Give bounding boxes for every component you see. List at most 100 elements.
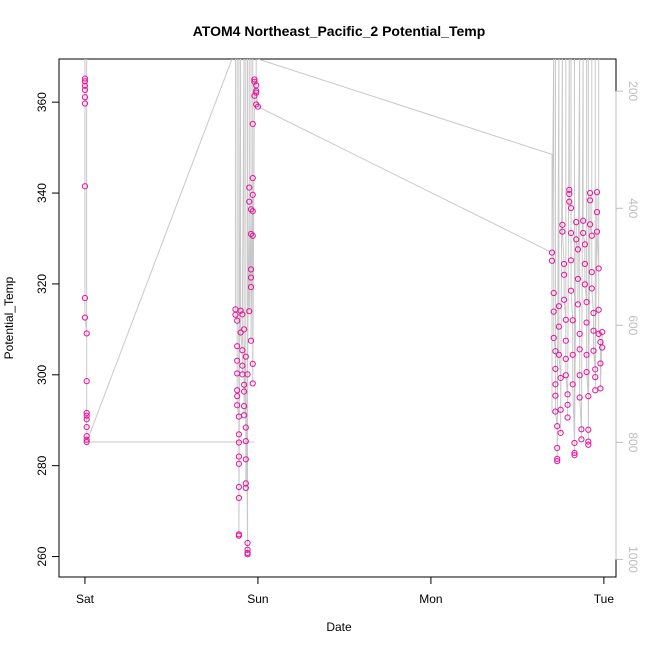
data-point: [564, 391, 571, 398]
data-point: [581, 281, 588, 288]
data-point: [235, 453, 243, 460]
data-point: [81, 94, 89, 101]
data-point: [567, 204, 575, 212]
data-point: [583, 368, 590, 376]
y-axis-label: Potential_Temp: [2, 276, 16, 359]
data-point: [234, 357, 241, 364]
data-point: [583, 298, 590, 306]
data-point: [249, 208, 256, 215]
data-point: [239, 362, 246, 369]
data-point: [564, 401, 571, 408]
data-point: [83, 438, 90, 446]
plot-frame: [58, 58, 617, 578]
data-point: [566, 198, 573, 205]
data-point: [597, 338, 604, 346]
data-point: [247, 274, 255, 281]
data-point: [578, 436, 585, 443]
y-axis: 260 280 300 320 340 360: [35, 92, 60, 567]
data-point: [83, 412, 90, 419]
data-point: [240, 403, 248, 410]
y-tick-label: 280: [35, 455, 49, 475]
data-point: [578, 426, 585, 433]
data-point: [564, 414, 571, 421]
data-point: [234, 402, 241, 409]
data-point: [552, 408, 559, 415]
data-point: [562, 372, 569, 379]
profile-lines: [84, 59, 603, 555]
data-point: [599, 328, 606, 336]
data-point: [232, 311, 239, 318]
profile-connector: [257, 59, 553, 414]
data-point: [567, 229, 575, 237]
data-point: [561, 296, 568, 303]
data-point: [81, 86, 89, 93]
data-point: [235, 460, 243, 467]
data-point: [83, 378, 90, 385]
data-point: [83, 416, 90, 423]
data-point: [234, 387, 241, 394]
data-point: [585, 441, 592, 448]
x-tick-label: Tue: [594, 592, 615, 606]
data-point: [548, 257, 556, 264]
data-point: [235, 483, 243, 491]
data-point: [597, 385, 604, 392]
data-point: [83, 330, 90, 337]
data-point: [554, 423, 561, 430]
data-point: [559, 228, 566, 235]
y2-tick-label: 400: [626, 198, 640, 218]
data-point: [574, 275, 582, 283]
data-point: [249, 191, 256, 198]
data-point: [569, 317, 576, 324]
data-point: [576, 372, 583, 379]
data-point: [239, 311, 246, 318]
data-point: [550, 289, 557, 297]
data-point: [244, 539, 251, 547]
data-point: [81, 75, 89, 82]
data-point: [573, 236, 580, 243]
data-point: [571, 449, 578, 457]
data-point: [573, 219, 580, 226]
data-point: [554, 455, 561, 462]
data-point: [251, 76, 258, 83]
data-point: [83, 423, 90, 431]
data-point: [240, 388, 248, 395]
data-point: [242, 424, 249, 431]
data-point: [583, 319, 590, 326]
data-point: [81, 82, 89, 89]
y2-tick-label: 200: [626, 81, 640, 101]
data-point: [562, 316, 569, 323]
data-point: [552, 392, 559, 399]
data-points: [81, 75, 606, 558]
data-point: [557, 429, 564, 437]
data-point: [249, 120, 256, 128]
data-point: [590, 327, 597, 334]
data-point: [585, 426, 592, 433]
data-point: [240, 381, 248, 388]
data-point: [555, 351, 563, 358]
data-point: [595, 265, 602, 272]
data-point: [567, 287, 575, 294]
data-point: [247, 337, 255, 344]
data-point: [592, 366, 599, 373]
data-point: [561, 271, 568, 278]
data-point: [251, 78, 258, 85]
data-point: [550, 334, 557, 342]
data-point: [562, 355, 569, 362]
data-point: [552, 365, 559, 372]
data-point: [595, 306, 602, 313]
y-tick-label: 320: [35, 274, 49, 294]
x-axis-label: Date: [326, 620, 352, 634]
data-point: [576, 394, 583, 401]
data-point: [581, 260, 588, 268]
y2-axis: 200 400 600 800 1000: [615, 81, 640, 573]
data-point: [593, 228, 601, 235]
data-point: [242, 353, 249, 360]
data-point: [249, 174, 256, 182]
data-point: [574, 246, 582, 253]
profile-line: [84, 59, 603, 555]
y-tick-label: 360: [35, 92, 49, 112]
data-point: [561, 260, 568, 268]
data-point: [81, 78, 89, 85]
data-point: [552, 381, 559, 388]
data-point: [552, 348, 559, 355]
